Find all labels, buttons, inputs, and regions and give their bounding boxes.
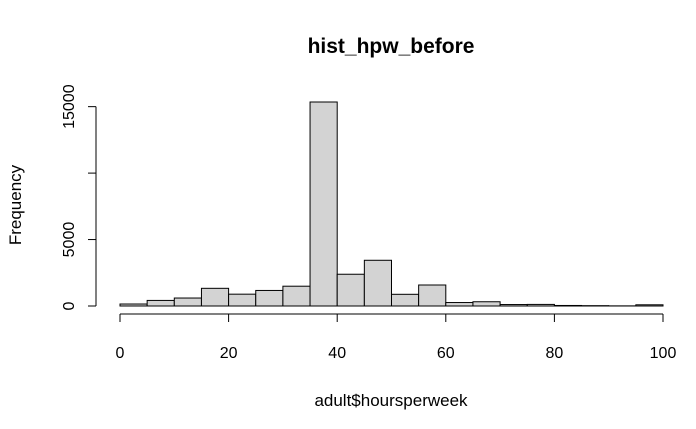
histogram-bar: [473, 302, 500, 306]
histogram-bar: [636, 305, 663, 306]
histogram-bar: [229, 294, 256, 306]
x-axis-label: adult$hoursperweek: [314, 391, 468, 410]
chart-title: hist_hpw_before: [308, 35, 475, 58]
histogram-bar: [527, 304, 554, 306]
x-axis: 0 20 40 60 80 100: [116, 314, 677, 362]
histogram-bar: [310, 102, 337, 306]
histogram-bars: [120, 102, 663, 306]
x-tick-label: 100: [650, 345, 677, 362]
x-tick-label: 20: [220, 345, 238, 362]
x-tick-label: 40: [328, 345, 346, 362]
histogram-bar: [446, 303, 473, 306]
y-tick-label: 0: [61, 301, 78, 310]
x-tick-label: 80: [546, 345, 564, 362]
histogram-bar: [500, 305, 527, 306]
histogram-bar: [147, 300, 174, 306]
histogram-bar: [337, 274, 364, 306]
x-tick-label: 0: [116, 345, 125, 362]
y-axis: 0 5000 15000: [61, 84, 96, 310]
histogram-bar: [554, 305, 581, 306]
y-axis-label: Frequency: [6, 164, 25, 245]
x-tick-label: 60: [437, 345, 455, 362]
histogram-bar: [174, 298, 201, 306]
histogram-bar: [392, 294, 419, 306]
y-tick-label: 15000: [61, 84, 78, 129]
histogram-bar: [201, 288, 228, 306]
histogram-bar: [120, 304, 147, 306]
histogram-bar: [283, 286, 310, 306]
y-tick-label: 5000: [61, 222, 78, 258]
histogram-bar: [419, 285, 446, 306]
histogram-bar: [256, 290, 283, 306]
histogram-bar: [364, 260, 391, 306]
